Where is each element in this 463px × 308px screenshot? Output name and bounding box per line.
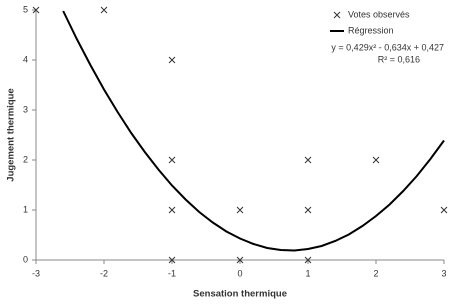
y-tick-label: 5 — [23, 4, 28, 14]
data-point — [168, 256, 176, 264]
data-point — [168, 56, 176, 64]
data-point — [372, 156, 380, 164]
y-tick-label: 0 — [23, 254, 28, 264]
x-tick-label: 0 — [237, 268, 242, 278]
y-tick-label: 3 — [23, 104, 28, 114]
data-point — [236, 256, 244, 264]
legend-swatch — [333, 11, 341, 19]
data-point — [32, 6, 40, 14]
x-tick-label: -2 — [100, 268, 108, 278]
data-point — [304, 156, 312, 164]
data-point — [168, 156, 176, 164]
data-point — [100, 6, 108, 14]
legend-label: Régression — [348, 25, 394, 35]
x-tick-label: 3 — [441, 268, 446, 278]
y-tick-label: 1 — [23, 204, 28, 214]
data-point — [168, 206, 176, 214]
x-tick-label: 2 — [373, 268, 378, 278]
data-point — [236, 206, 244, 214]
y-tick-label: 2 — [23, 154, 28, 164]
y-axis-title: Jugement thermique — [6, 88, 17, 181]
regression-line — [62, 10, 445, 252]
y-tick-label: 4 — [23, 54, 28, 64]
r-squared: R² = 0,616 — [378, 54, 420, 64]
x-tick-label: -1 — [168, 268, 176, 278]
equation: y = 0,429x² - 0,634x + 0,427 — [331, 42, 444, 52]
x-tick-label: 1 — [305, 268, 310, 278]
x-tick-label: -3 — [32, 268, 40, 278]
data-point — [440, 206, 448, 214]
legend-label: Votes observés — [348, 9, 410, 19]
data-point — [304, 206, 312, 214]
x-axis-title: Sensation thermique — [193, 289, 287, 300]
data-point — [304, 256, 312, 264]
